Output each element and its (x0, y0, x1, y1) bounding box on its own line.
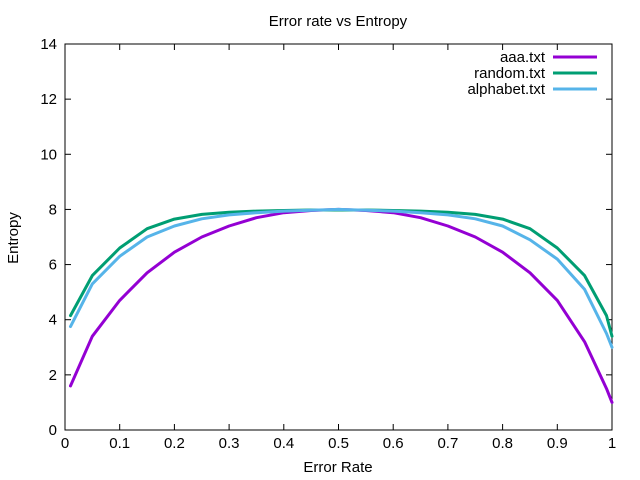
series-line-alphabet-txt (69, 207, 614, 349)
x-tick-label: 0.7 (437, 435, 458, 452)
series-lines (69, 207, 614, 404)
x-tick-label: 0 (61, 435, 69, 452)
legend-label: alphabet.txt (467, 81, 545, 98)
x-tick-label: 0.8 (492, 435, 513, 452)
legend-label: aaa.txt (500, 49, 546, 66)
x-tick-label: 0.9 (547, 435, 568, 452)
x-tick-label: 0.1 (109, 435, 130, 452)
x-axis-label: Error Rate (303, 459, 372, 476)
y-tick-label: 8 (49, 201, 57, 218)
x-tick-label: 0.5 (328, 435, 349, 452)
x-tick-label: 0.2 (164, 435, 185, 452)
series-line-aaa-txt (69, 207, 614, 404)
x-tick-label: 0.4 (273, 435, 294, 452)
x-tick-label: 0.3 (219, 435, 240, 452)
x-tick-label: 1 (608, 435, 616, 452)
y-tick-label: 6 (49, 257, 57, 274)
legend-label: random.txt (474, 65, 546, 82)
y-axis-label: Entropy (5, 212, 22, 264)
y-tick-label: 0 (49, 422, 57, 439)
x-tick-label: 0.6 (383, 435, 404, 452)
y-tick-label: 12 (40, 91, 57, 108)
y-tick-label: 10 (40, 146, 57, 163)
y-tick-label: 2 (49, 367, 57, 384)
y-tick-label: 14 (40, 36, 57, 53)
chart-title: Error rate vs Entropy (269, 13, 408, 30)
y-tick-label: 4 (49, 312, 57, 329)
